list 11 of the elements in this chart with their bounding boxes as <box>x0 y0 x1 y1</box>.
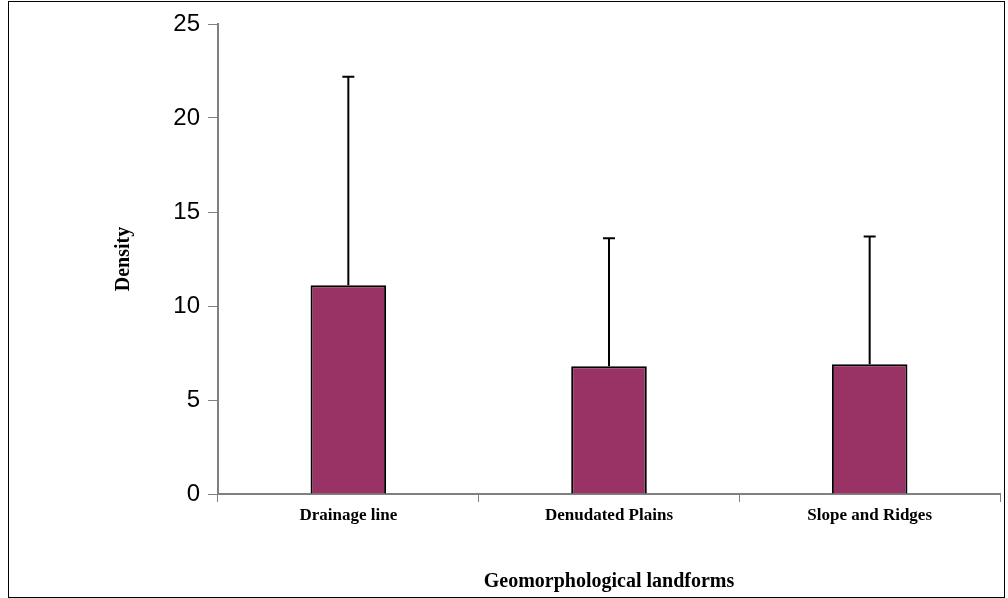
y-tick-label: 20 <box>173 102 200 130</box>
x-tick-label: Drainage line <box>299 504 398 524</box>
y-tick-label: 10 <box>173 290 200 318</box>
y-tick-label: 0 <box>186 478 200 506</box>
y-tick-label: 5 <box>186 384 200 412</box>
y-axis-title: Density <box>111 226 135 292</box>
y-tick-label: 25 <box>173 8 200 36</box>
x-axis-title: Geomorphological landforms <box>483 569 735 593</box>
y-tick-label: 15 <box>173 196 200 224</box>
x-tick-label: Denudated Plains <box>545 504 674 524</box>
x-tick-label: Slope and Ridges <box>807 504 933 524</box>
